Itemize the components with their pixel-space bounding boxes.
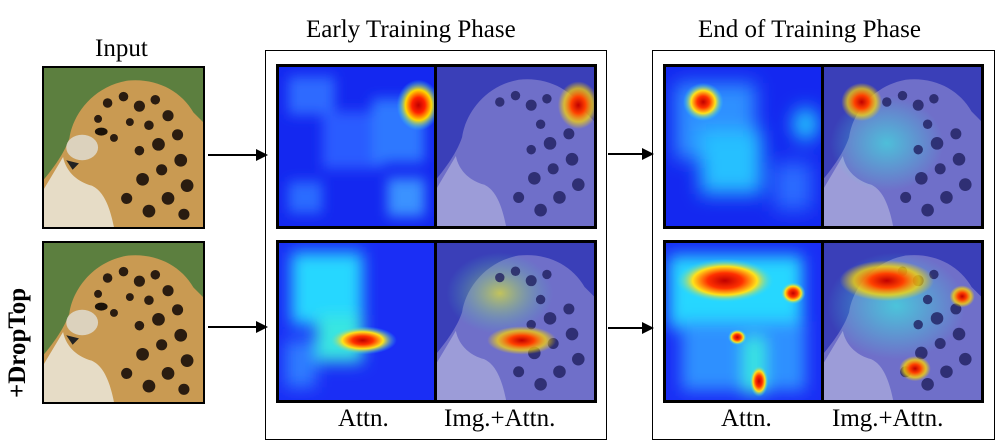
attn-caption-end: Attn.	[721, 405, 772, 432]
arrow-early-to-end-bottom	[608, 322, 654, 334]
end-top-image-attention-overlay	[821, 64, 984, 229]
input-image-bottom	[42, 241, 205, 404]
early-phase-frame	[265, 50, 607, 440]
arrow-input-to-early-top	[208, 149, 268, 161]
early-phase-title: Early Training Phase	[306, 16, 516, 43]
end-top-attention-map	[663, 64, 824, 229]
input-image-top	[42, 66, 205, 229]
arrow-input-to-early-bottom	[208, 321, 268, 333]
img-attn-caption-early: Img.+Attn.	[444, 405, 556, 432]
end-phase-title: End of Training Phase	[698, 16, 921, 43]
early-bottom-image-attention-overlay	[434, 240, 597, 403]
img-attn-caption-end: Img.+Attn.	[832, 405, 944, 432]
droptop-label: +DropTop	[4, 287, 31, 398]
end-bottom-image-attention-overlay	[821, 240, 984, 403]
end-bottom-attention-map	[663, 240, 824, 403]
early-top-image-attention-overlay	[434, 64, 597, 229]
end-phase-frame	[652, 50, 995, 440]
early-bottom-attention-map	[276, 240, 437, 403]
arrow-early-to-end-top	[608, 148, 654, 160]
input-title: Input	[95, 35, 148, 62]
attn-caption-early: Attn.	[338, 405, 389, 432]
early-top-attention-map	[276, 64, 437, 229]
